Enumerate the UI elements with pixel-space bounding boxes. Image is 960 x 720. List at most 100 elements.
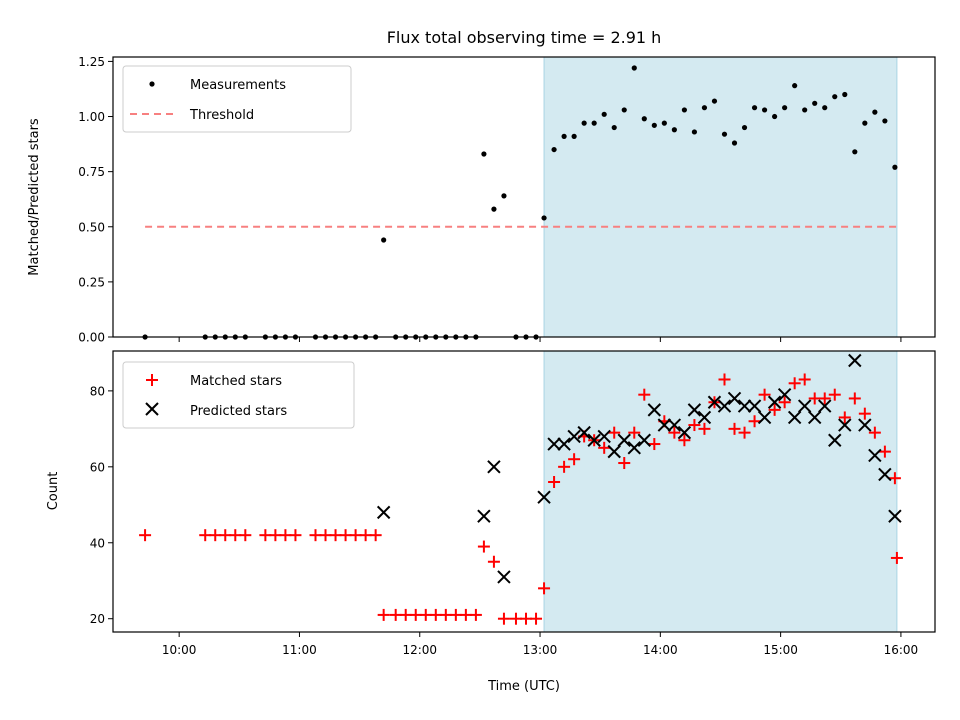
matched-stars-point [279, 529, 292, 542]
matched-stars-point [548, 476, 561, 489]
predicted-stars-point [828, 433, 842, 447]
predicted-stars-point [767, 395, 782, 409]
matched-stars-point [139, 529, 152, 542]
matched-stars-point [848, 392, 861, 405]
predicted-stars-point [878, 467, 892, 482]
matched-stars-point [477, 540, 490, 553]
matched-stars-point [377, 608, 390, 621]
matched-stars-point [399, 608, 412, 621]
matched-stars-point [628, 426, 641, 439]
predicted-stars-point [477, 509, 491, 523]
matched-stars-point [818, 392, 831, 405]
matched-stars-point [558, 460, 571, 473]
matched-stars-point [838, 411, 851, 424]
y-tick-label: 40 [90, 536, 105, 550]
ratio-legend-box [122, 65, 352, 133]
matched-stars-point [439, 608, 452, 621]
measurements-point [751, 105, 758, 111]
predicted-stars-point [587, 433, 601, 447]
matched-stars-point [618, 457, 631, 470]
predicted-stars-point [627, 441, 641, 455]
predicted-stars-points [376, 353, 902, 584]
measurements-point [691, 129, 698, 135]
x-tick-label: 12:00 [402, 643, 437, 657]
matched-stars-point [309, 529, 322, 542]
predicted-stars-point [657, 418, 672, 432]
predicted-stars-point [777, 387, 792, 402]
count-y-axis-label: Count [46, 472, 61, 511]
predicted-stars-point [376, 505, 391, 520]
y-tick-label: 1.25 [78, 55, 105, 69]
matched-stars-point [239, 529, 252, 542]
measurements-point [852, 149, 858, 155]
matched-stars-point [520, 612, 533, 625]
x-tick-label: 15:00 [763, 643, 798, 657]
ratio-axes-frame [112, 56, 936, 338]
matched-stars-point [487, 555, 500, 568]
predicted-stars-point [537, 490, 551, 504]
predicted-stars-point [577, 425, 591, 440]
count-axes-frame [112, 350, 936, 633]
measurements-point [491, 206, 497, 212]
predicted-stars-point [858, 418, 872, 432]
predicted-stars-legend-marker [145, 402, 159, 416]
predicted-stars-point [868, 448, 882, 463]
predicted-stars-point [737, 399, 752, 413]
matched-stars-point [469, 608, 482, 621]
matched-stars-point [888, 472, 901, 485]
measurements-point [761, 107, 768, 113]
measurements-point [772, 113, 778, 120]
ratio-panel: 0.00 0.25 0.50 0.75 1.00 1.25 Matched/Predict… [27, 55, 936, 345]
matched-stars-legend-label: Matched stars [190, 374, 282, 389]
measurements-point [701, 105, 708, 111]
matched-stars-point [878, 445, 891, 458]
measurements-point [611, 124, 617, 131]
measurements-point [872, 109, 878, 115]
matched-stars-point [459, 608, 472, 621]
predicted-stars-point [607, 444, 621, 459]
measurements-point [792, 83, 798, 89]
matched-stars-point [449, 608, 462, 621]
matched-stars-point [269, 529, 282, 542]
matched-stars-point [229, 529, 242, 542]
measurements-point [741, 124, 748, 131]
predicted-stars-point [557, 437, 571, 451]
measurements-point [661, 120, 667, 126]
x-axis-label: Time (UTC) [487, 679, 560, 694]
count-legend-box [122, 361, 355, 429]
y-tick-label: 0.75 [78, 165, 105, 179]
y-tick-label: 0.50 [78, 220, 105, 234]
matched-stars-point [758, 388, 771, 401]
y-tick-label: 0.00 [78, 331, 105, 345]
predicted-stars-point [677, 425, 692, 440]
matched-stars-point [389, 608, 402, 621]
matched-stars-point [319, 529, 332, 542]
matched-stars-point [718, 373, 731, 386]
predicted-stars-point [717, 399, 732, 413]
matched-stars-point [598, 441, 611, 454]
observing-window-shade [543, 56, 898, 338]
matched-stars-point [638, 388, 651, 401]
matched-stars-point [768, 403, 781, 416]
predicted-stars-point [747, 399, 762, 413]
matched-stars-point [728, 422, 741, 435]
predicted-stars-point [647, 403, 662, 417]
matched-stars-point [429, 608, 442, 621]
predicted-stars-point [697, 410, 712, 425]
y-tick-label: 1.00 [78, 110, 105, 124]
matched-stars-point [497, 612, 510, 625]
predicted-stars-point [667, 418, 682, 432]
x-tick-label: 16:00 [884, 643, 919, 657]
ratio-y-ticks: 0.00 0.25 0.50 0.75 1.00 1.25 [78, 55, 113, 345]
matched-stars-point [199, 529, 212, 542]
matched-stars-legend-marker [146, 374, 158, 386]
measurements-point [892, 164, 898, 170]
predicted-stars-point [567, 429, 581, 444]
observing-window-shade [543, 350, 898, 633]
measurements-point [591, 120, 597, 126]
y-tick-label: 0.25 [78, 275, 105, 289]
matched-stars-point [778, 396, 791, 409]
matched-stars-point [538, 582, 551, 595]
matched-stars-point [668, 426, 681, 439]
x-tick-label: 13:00 [523, 643, 558, 657]
